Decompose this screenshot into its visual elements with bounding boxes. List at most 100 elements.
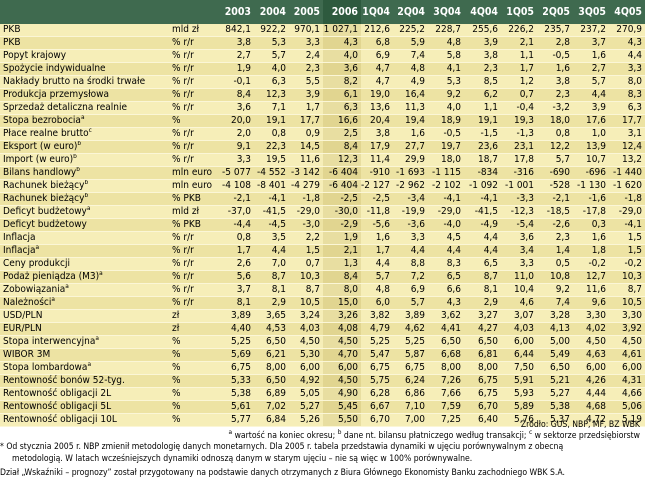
table-cell: -1 693 (393, 166, 428, 180)
table-cell: 5,7 (361, 270, 393, 284)
table-cell: 3,9 (289, 88, 323, 102)
footnote-marks: a wartość na koniec okresu; b dane nt. b… (228, 428, 640, 442)
table-cell: -5,6 (361, 218, 393, 232)
table-cell: -2,5 (323, 192, 361, 206)
table-cell: 19,5 (254, 153, 289, 167)
row-label: Spożycie indywidualne (0, 62, 170, 76)
table-cell: 6,5 (428, 270, 464, 284)
table-cell: 4,8 (393, 62, 428, 76)
table-cell: 1,6 (573, 49, 609, 63)
table-cell: -0,4 (501, 101, 537, 115)
table-cell: 3,3 (609, 62, 645, 76)
table-cell: 2,3 (464, 62, 501, 76)
table-cell: -19,9 (393, 205, 428, 219)
table-cell: 2,8 (537, 36, 573, 50)
row-label: Rentowność obligacji 10L (0, 413, 170, 427)
table-cell: 4,63 (573, 348, 609, 362)
table-cell: 4,13 (537, 322, 573, 336)
table-cell: 5,00 (537, 335, 573, 349)
table-cell: 5,75 (361, 374, 393, 388)
table-cell: 17,7 (289, 114, 323, 128)
table-cell: 4,50 (323, 335, 361, 349)
table-cell: 6,00 (323, 361, 361, 375)
table-cell: -3,6 (393, 218, 428, 232)
table-cell: 5,7 (573, 75, 609, 89)
table-cell: 6,50 (537, 361, 573, 375)
table-cell: -17,8 (573, 205, 609, 219)
row-label: Inflacjaa (0, 244, 170, 258)
table-cell: 4,3 (428, 296, 464, 310)
table-cell: -2 127 (361, 179, 393, 193)
table-row: Sprzedaż detaliczna realnie% r/r 3,6 7,1 1,… (0, 101, 645, 115)
table-cell: 6,00 (609, 361, 645, 375)
table-cell: 0,3 (573, 218, 609, 232)
row-unit: % r/r (170, 296, 218, 310)
table-cell: 8,2 (323, 75, 361, 89)
table-cell: 9,2 (428, 88, 464, 102)
table-cell: 4,1 (428, 62, 464, 76)
row-unit: % r/r (170, 62, 218, 76)
table-cell: 235,7 (537, 24, 573, 37)
table-cell: 4,02 (573, 322, 609, 336)
table-cell: 4,44 (573, 387, 609, 401)
table-cell: 5,05 (289, 387, 323, 401)
table-cell: -12,3 (501, 205, 537, 219)
table-cell: 3,9 (464, 36, 501, 50)
column-header: 2005 (289, 0, 323, 24)
table-cell: 4,41 (428, 322, 464, 336)
table-cell: 6,00 (289, 361, 323, 375)
table-cell: 19,1 (254, 114, 289, 128)
table-cell: 0,8 (537, 127, 573, 141)
table-cell: 4,4 (573, 88, 609, 102)
row-label: USD/PLN (0, 309, 170, 323)
table-cell: 4,4 (428, 244, 464, 258)
table-cell: 3,28 (537, 309, 573, 323)
row-label: Płace realne bruttoc (0, 127, 170, 141)
table-cell: 20,4 (361, 114, 393, 128)
row-label: Podaż pieniądza (M3)a (0, 270, 170, 284)
table-cell: 1,0 (573, 127, 609, 141)
table-cell: 5,33 (218, 374, 254, 388)
table-cell: 2,7 (573, 62, 609, 76)
table-body: PKB mld zł 842,1 922,2 970,1 1 027,1 212,6 225,… (0, 24, 645, 427)
table-cell: 4,70 (323, 348, 361, 362)
table-cell: -0,5 (428, 127, 464, 141)
table-cell: 20,0 (218, 114, 254, 128)
table-cell: 225,2 (393, 24, 428, 37)
row-label: Produkcja przemysłowa (0, 88, 170, 102)
table-row: Inflacja% r/r 0,8 3,5 2,2 1,9 1,6 3,3 4,5 4,4 3,6… (0, 231, 645, 245)
table-cell: 19,3 (501, 114, 537, 128)
table-cell: 11,6 (573, 283, 609, 297)
table-cell: 226,2 (501, 24, 537, 37)
table-cell: 6,00 (573, 361, 609, 375)
table-cell: 2,3 (537, 88, 573, 102)
table-cell: 4,0 (428, 101, 464, 115)
table-cell: 10,4 (501, 283, 537, 297)
table-cell: 255,6 (464, 24, 501, 37)
table-cell: 4,03 (501, 322, 537, 336)
methodology-note-1: * Od stycznia 2005 r. NBP zmienił metodo… (0, 442, 564, 453)
table-row: Stopa bezrobociaa% 20,0 19,1 17,7 16,6 20,4 19… (0, 114, 645, 128)
table-cell: -4 108 (218, 179, 254, 193)
table-cell: -1,3 (501, 127, 537, 141)
table-cell: 17,7 (609, 114, 645, 128)
column-header: 1Q05 (501, 0, 537, 24)
table-cell: 5,21 (537, 374, 573, 388)
table-cell: 23,6 (464, 140, 501, 154)
table-cell: 7,02 (254, 400, 289, 414)
table-cell: 18,9 (428, 114, 464, 128)
table-cell: -2,6 (537, 218, 573, 232)
table-cell: 18,0 (537, 114, 573, 128)
table-cell: 4,3 (323, 36, 361, 50)
table-cell: 1,4 (537, 244, 573, 258)
table-cell: 3,9 (573, 101, 609, 115)
table-cell: 5,7 (537, 153, 573, 167)
table-cell: -18,5 (537, 205, 573, 219)
table-cell: 5,87 (393, 348, 428, 362)
table-cell: 922,2 (254, 24, 289, 37)
table-cell: 7,4 (537, 296, 573, 310)
table-cell: -1 001 (501, 179, 537, 193)
table-cell: 4,8 (361, 283, 393, 297)
table-cell: 7,2 (393, 270, 428, 284)
table-row: Nakłady brutto na środki trwałe% r/r -0,1… (0, 75, 645, 89)
